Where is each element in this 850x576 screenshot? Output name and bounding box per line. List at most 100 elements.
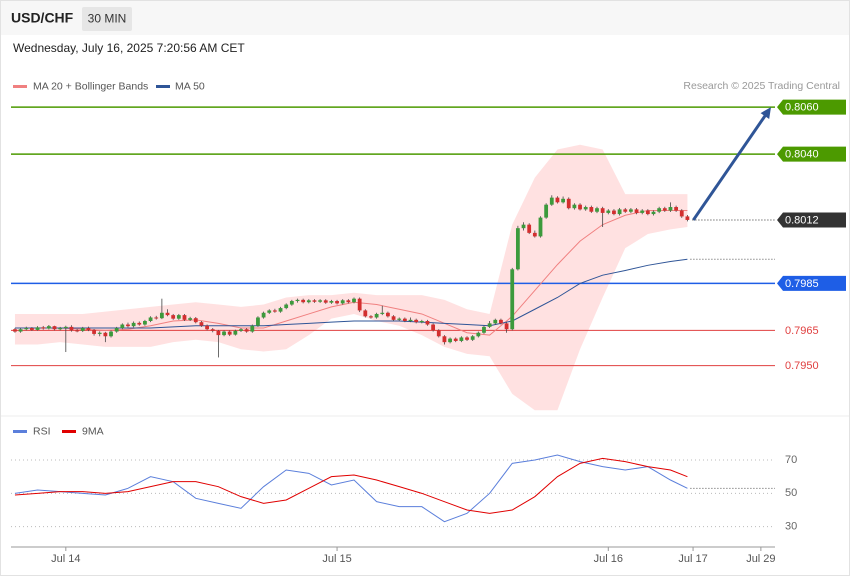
legend-label: 9MA bbox=[82, 425, 104, 437]
level-label: 0.8012 bbox=[785, 214, 819, 226]
candle-body bbox=[18, 329, 23, 332]
candle-body bbox=[137, 322, 142, 325]
candle-body bbox=[510, 269, 515, 330]
candle-body bbox=[363, 310, 368, 317]
candle-body bbox=[453, 338, 458, 341]
candle-body bbox=[595, 208, 599, 212]
candle-body bbox=[52, 326, 57, 330]
candle-body bbox=[499, 319, 503, 324]
candle-body bbox=[256, 317, 260, 326]
candle-body bbox=[442, 336, 447, 343]
candle-body bbox=[154, 317, 159, 319]
level-box bbox=[777, 275, 846, 291]
candle-body bbox=[606, 210, 611, 213]
candle-body bbox=[205, 325, 209, 330]
candle-body bbox=[493, 319, 498, 324]
candle-body bbox=[239, 329, 243, 331]
candle-body bbox=[143, 321, 147, 325]
candle-body bbox=[176, 315, 181, 319]
timestamp: Wednesday, July 16, 2025 7:20:56 AM CET bbox=[13, 41, 245, 55]
level-box bbox=[777, 146, 846, 162]
candle-body bbox=[572, 204, 577, 209]
candle-body bbox=[419, 321, 424, 323]
candle-body bbox=[476, 332, 481, 337]
candle-body bbox=[357, 298, 362, 311]
forecast-arrow bbox=[692, 112, 768, 221]
candle-body bbox=[199, 322, 204, 326]
candle-body bbox=[323, 300, 328, 303]
candle-body bbox=[561, 198, 565, 203]
candle-body bbox=[538, 217, 543, 237]
candle-body bbox=[431, 324, 436, 331]
candle-body bbox=[391, 316, 396, 320]
x-tick-label: Jul 17 bbox=[678, 553, 707, 565]
rsi-tick-label: 50 bbox=[785, 487, 797, 499]
symbol: USD/CHF bbox=[11, 10, 74, 26]
candle-body bbox=[527, 224, 532, 233]
candle-body bbox=[126, 324, 130, 327]
candle-body bbox=[589, 207, 594, 212]
candle-body bbox=[63, 326, 68, 329]
rsi-tick-label: 30 bbox=[785, 521, 797, 533]
candle-body bbox=[148, 317, 153, 321]
level-label: 0.8040 bbox=[785, 149, 819, 161]
candle-body bbox=[414, 319, 419, 323]
level-label: 0.7965 bbox=[785, 325, 819, 337]
candle-body bbox=[58, 328, 63, 330]
candle-body bbox=[532, 232, 537, 237]
legend-swatch bbox=[156, 85, 170, 88]
x-tick-label: Jul 16 bbox=[594, 553, 623, 565]
credit: Research © 2025 Trading Central bbox=[683, 80, 840, 92]
timeframe-box bbox=[82, 7, 132, 31]
candle-body bbox=[549, 197, 554, 205]
candle-body bbox=[668, 207, 673, 211]
candle-body bbox=[504, 323, 509, 330]
candle-body bbox=[193, 318, 198, 323]
candle-body bbox=[318, 300, 323, 302]
candle-body bbox=[369, 316, 373, 318]
candle-body bbox=[222, 331, 226, 336]
candle-body bbox=[374, 313, 379, 318]
candle-body bbox=[165, 312, 170, 316]
candle-body bbox=[544, 204, 549, 218]
candle-body bbox=[380, 312, 385, 314]
legend-label: MA 20 + Bollinger Bands bbox=[33, 80, 148, 92]
candle-body bbox=[35, 327, 40, 330]
candle-body bbox=[634, 209, 639, 213]
candle-body bbox=[109, 331, 113, 337]
x-tick-label: Jul 14 bbox=[51, 553, 80, 565]
candle-body bbox=[295, 299, 300, 302]
candle-body bbox=[103, 332, 108, 337]
candle-body bbox=[335, 301, 339, 304]
candle-body bbox=[397, 318, 402, 320]
candle-body bbox=[289, 301, 294, 305]
legend-swatch bbox=[13, 85, 27, 88]
x-tick-label: Jul 15 bbox=[322, 553, 351, 565]
candle-body bbox=[131, 322, 136, 327]
candle-body bbox=[408, 319, 413, 321]
candle-body bbox=[555, 197, 560, 203]
candle-body bbox=[30, 328, 34, 330]
candle-body bbox=[188, 318, 193, 320]
candle-body bbox=[97, 332, 102, 334]
candle-body bbox=[41, 327, 46, 329]
candle-body bbox=[515, 228, 520, 270]
candle-body bbox=[645, 210, 650, 215]
candle-body bbox=[436, 330, 441, 337]
candle-body bbox=[92, 329, 96, 334]
level-label: 0.7985 bbox=[785, 278, 819, 290]
candle-body bbox=[69, 326, 74, 331]
candle-body bbox=[465, 337, 469, 340]
candle-body bbox=[617, 209, 622, 215]
rsi-line bbox=[14, 454, 688, 523]
header-bar bbox=[1, 1, 849, 35]
candle-body bbox=[301, 299, 306, 303]
rsi-line bbox=[14, 457, 688, 514]
candle-body bbox=[24, 328, 29, 330]
candle-body bbox=[284, 304, 289, 309]
candle-body bbox=[267, 310, 272, 313]
candle-body bbox=[402, 318, 407, 321]
